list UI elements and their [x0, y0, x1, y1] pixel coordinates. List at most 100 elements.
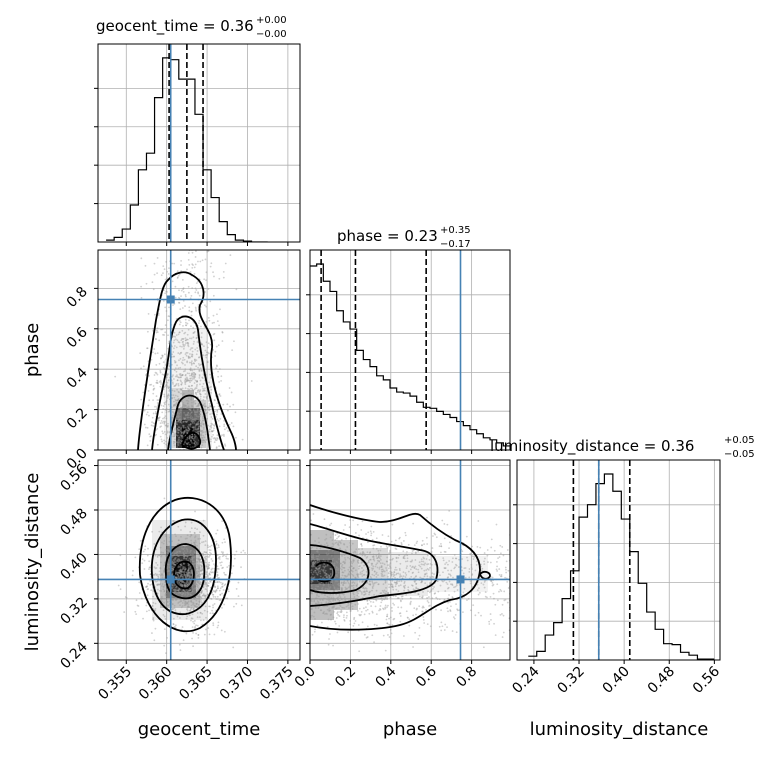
luminosity_distance-vs-phase-sample [410, 575, 413, 578]
phase-vs-geocent_time-sample [155, 395, 158, 398]
luminosity_distance-vs-phase-sample [427, 601, 430, 604]
luminosity_distance-vs-phase-sample [421, 596, 424, 599]
luminosity_distance-vs-phase-sample [413, 577, 416, 580]
luminosity_distance-vs-phase-sample [343, 569, 346, 572]
phase-vs-geocent_time-sample [179, 357, 182, 360]
luminosity_distance-vs-phase-sample [413, 566, 416, 569]
phase-vs-geocent_time-sample [178, 429, 181, 431]
luminosity_distance-vs-phase-sample [449, 610, 452, 613]
luminosity_distance-vs-geocent_time-sample [181, 593, 184, 596]
phase-vs-geocent_time-sample [193, 362, 195, 365]
luminosity_distance-vs-phase-sample [332, 606, 335, 609]
luminosity_distance-vs-phase-sample [324, 587, 327, 590]
luminosity_distance-vs-phase-sample [421, 595, 424, 598]
ytick-label-luminosity_distance-3: 0.48 [57, 506, 90, 539]
luminosity_distance-vs-geocent_time-sample [207, 574, 209, 577]
luminosity_distance-vs-phase-sample [387, 591, 389, 594]
phase-vs-geocent_time-sample [162, 374, 165, 376]
luminosity_distance-vs-geocent_time-sample [221, 552, 224, 555]
phase-vs-geocent_time-sample [174, 361, 177, 364]
luminosity_distance-vs-geocent_time-sample [153, 573, 155, 576]
phase-vs-geocent_time-sample [188, 306, 191, 309]
phase-vs-geocent_time-sample [189, 423, 192, 425]
phase-vs-geocent_time-sample [179, 434, 182, 437]
luminosity_distance-vs-phase-sample [384, 607, 387, 610]
luminosity_distance-vs-phase-sample [318, 558, 320, 561]
luminosity_distance-vs-phase-sample [382, 575, 384, 578]
phase-vs-geocent_time-sample [155, 331, 158, 334]
phase-vs-geocent_time-sample [176, 411, 179, 414]
phase-vs-geocent_time-sample [176, 379, 179, 382]
luminosity_distance-vs-phase-sample [379, 592, 382, 595]
phase-vs-geocent_time-sample [194, 373, 197, 375]
luminosity_distance-vs-geocent_time-sample [160, 554, 163, 556]
luminosity_distance-vs-geocent_time-sample [180, 568, 182, 571]
phase-vs-geocent_time-sample [198, 425, 200, 428]
luminosity_distance-vs-phase-sample [425, 569, 428, 571]
luminosity_distance-vs-phase-sample [476, 583, 479, 586]
phase-vs-geocent_time-sample [156, 272, 159, 275]
luminosity_distance-vs-phase-sample [415, 575, 417, 577]
phase-vs-geocent_time-sample [195, 282, 198, 284]
luminosity_distance-vs-phase-sample [353, 559, 355, 562]
luminosity_distance-vs-geocent_time-sample [223, 571, 226, 574]
luminosity_distance-vs-phase-sample [384, 581, 387, 584]
luminosity_distance-vs-geocent_time-sample [218, 558, 221, 560]
luminosity_distance-vs-phase-sample [391, 585, 394, 588]
phase-vs-geocent_time-sample [241, 438, 244, 441]
luminosity_distance-vs-geocent_time-sample [184, 554, 186, 557]
luminosity_distance-vs-phase-sample [399, 536, 401, 539]
phase-vs-geocent_time-sample [179, 374, 182, 377]
phase-vs-geocent_time-sample [185, 324, 187, 327]
phase-vs-geocent_time-sample [186, 437, 189, 440]
luminosity_distance-vs-geocent_time-sample [210, 558, 213, 560]
luminosity_distance-vs-phase-sample [357, 624, 360, 626]
luminosity_distance-vs-phase-sample [323, 518, 326, 521]
luminosity_distance-vs-geocent_time-sample [220, 551, 223, 553]
luminosity_distance-vs-phase-sample [371, 573, 374, 576]
phase-vs-geocent_time-sample [184, 420, 187, 423]
phase-vs-geocent_time-sample [140, 296, 143, 299]
luminosity_distance-vs-phase-sample [392, 573, 395, 576]
phase-vs-geocent_time-sample [192, 427, 195, 429]
phase-vs-geocent_time-sample [189, 377, 191, 380]
phase-vs-geocent_time-sample [216, 437, 218, 439]
luminosity_distance-vs-geocent_time-sample [220, 629, 223, 632]
luminosity_distance-vs-phase-sample [500, 575, 503, 578]
phase-vs-geocent_time-sample [156, 373, 159, 376]
phase-vs-geocent_time-sample [221, 331, 224, 333]
luminosity_distance-vs-phase-sample [339, 611, 342, 613]
luminosity_distance-vs-phase-sample [413, 544, 416, 547]
luminosity_distance-vs-geocent_time-sample [211, 571, 214, 574]
luminosity_distance-vs-geocent_time-sample [173, 557, 176, 560]
luminosity_distance-vs-phase-sample [328, 598, 331, 601]
luminosity_distance-vs-geocent_time-sample [161, 583, 164, 585]
luminosity_distance-vs-phase-sample [424, 573, 427, 575]
luminosity_distance-vs-geocent_time-sample [177, 589, 180, 592]
phase-vs-geocent_time-sample [187, 385, 190, 388]
luminosity_distance-vs-phase-sample [395, 557, 398, 560]
phase-vs-geocent_time-sample [184, 353, 187, 356]
luminosity_distance-vs-phase-sample [399, 574, 402, 577]
luminosity_distance-vs-phase-sample [343, 596, 346, 599]
luminosity_distance-vs-phase-sample [493, 549, 496, 552]
phase-vs-geocent_time-sample [187, 344, 189, 346]
phase-vs-geocent_time-sample [217, 370, 219, 373]
luminosity_distance-vs-geocent_time-sample [177, 539, 180, 542]
luminosity_distance-vs-geocent_time-sample [218, 589, 221, 592]
luminosity_distance-vs-geocent_time-sample [221, 583, 224, 586]
phase-vs-geocent_time-sample [228, 423, 231, 426]
phase-vs-geocent_time-sample [143, 423, 146, 426]
phase-vs-geocent_time-sample [219, 308, 221, 311]
luminosity_distance-vs-phase-sample [339, 596, 342, 599]
luminosity_distance-vs-geocent_time-sample [179, 583, 182, 586]
luminosity_distance-vs-geocent_time-sample [191, 572, 194, 575]
phase-vs-geocent_time-sample [177, 439, 180, 442]
luminosity_distance-vs-phase-sample [343, 543, 346, 546]
luminosity_distance-vs-phase-sample [349, 609, 352, 612]
phase-vs-geocent_time-sample [173, 404, 175, 407]
luminosity_distance-vs-phase-sample [434, 533, 437, 536]
phase-vs-geocent_time-sample [200, 422, 203, 425]
phase-vs-geocent_time-sample [184, 294, 187, 296]
luminosity_distance-vs-phase-sample [442, 580, 444, 583]
